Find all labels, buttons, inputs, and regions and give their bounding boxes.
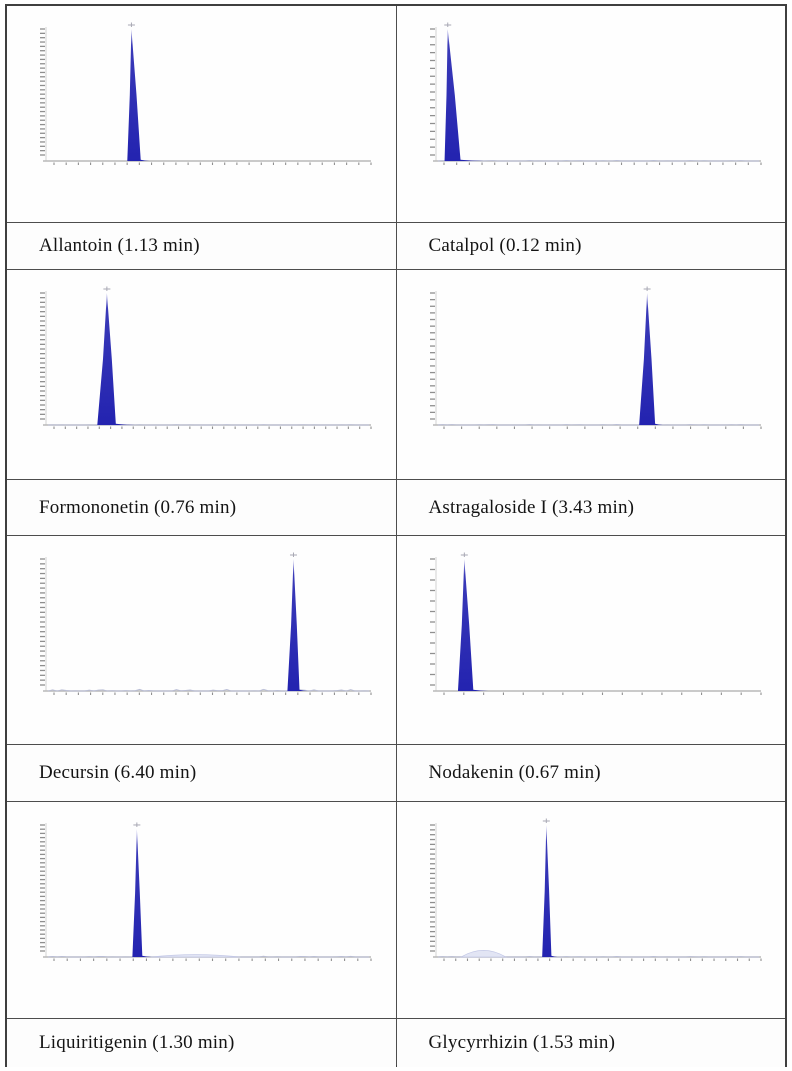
chromatogram-astragaloside	[396, 270, 785, 479]
chromatogram-plot-allantoin	[40, 22, 372, 165]
chromatogram-table: Allantoin (1.13 min) Catalpol (0.12 min)…	[5, 4, 787, 1067]
caption-allantoin: Allantoin (1.13 min)	[7, 223, 396, 269]
chromatogram-decursin	[7, 536, 396, 744]
caption-text: Formononetin (0.76 min)	[39, 496, 237, 518]
caption-glycyrrhizin: Glycyrrhizin (1.53 min)	[396, 1019, 785, 1067]
chromatogram-catalpol	[396, 6, 785, 222]
chromatogram-plot-liquiritigenin	[40, 822, 372, 961]
chromatogram-plot-astragaloside	[429, 286, 762, 429]
caption-text: Astragaloside I (3.43 min)	[428, 496, 635, 518]
chromatogram-plot-catalpol	[429, 22, 762, 165]
caption-text: Decursin (6.40 min)	[39, 762, 197, 783]
caption-nodakenin: Nodakenin (0.67 min)	[396, 745, 785, 801]
chromatogram-allantoin	[7, 6, 396, 222]
chromatogram-plot-glycyrrhizin	[429, 818, 762, 961]
caption-text: Glycyrrhizin (1.53 min)	[428, 1032, 616, 1053]
chromatogram-nodakenin	[396, 536, 785, 744]
caption-astragaloside: Astragaloside I (3.43 min)	[396, 480, 785, 535]
caption-catalpol: Catalpol (0.12 min)	[396, 223, 785, 269]
caption-liquiritigenin: Liquiritigenin (1.30 min)	[7, 1019, 396, 1067]
caption-text: Nodakenin (0.67 min)	[428, 762, 601, 783]
chromatogram-formononetin	[7, 270, 396, 479]
caption-text: Liquiritigenin (1.30 min)	[39, 1032, 235, 1053]
chromatogram-glycyrrhizin	[396, 802, 785, 1018]
chromatogram-plot-decursin	[40, 552, 372, 695]
caption-decursin: Decursin (6.40 min)	[7, 745, 396, 801]
chromatogram-plot-nodakenin	[429, 552, 762, 695]
caption-text: Catalpol (0.12 min)	[428, 235, 582, 256]
caption-text: Allantoin (1.13 min)	[39, 235, 200, 256]
chromatogram-liquiritigenin	[7, 802, 396, 1018]
chromatogram-plot-formononetin	[40, 286, 372, 429]
caption-formononetin: Formononetin (0.76 min)	[7, 480, 396, 535]
